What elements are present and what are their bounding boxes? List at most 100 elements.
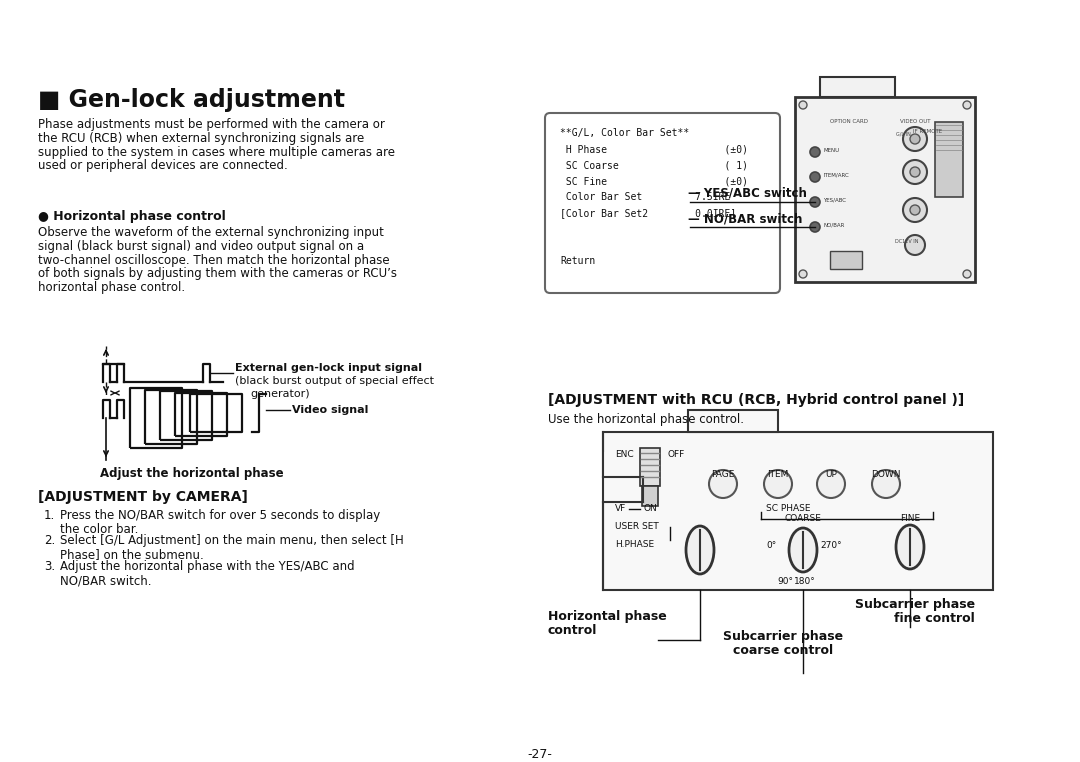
Text: 2.: 2. <box>44 534 55 547</box>
Text: generator): generator) <box>249 389 310 399</box>
Text: SC Fine                    (±0): SC Fine (±0) <box>561 176 748 186</box>
Text: 90°: 90° <box>777 577 793 586</box>
Bar <box>642 486 658 506</box>
Text: ● Horizontal phase control: ● Horizontal phase control <box>38 210 226 223</box>
Text: NO/BAR: NO/BAR <box>823 223 845 228</box>
Text: PAGE: PAGE <box>712 470 734 479</box>
Text: [ADJUSTMENT by CAMERA]: [ADJUSTMENT by CAMERA] <box>38 490 248 504</box>
Bar <box>831 251 862 269</box>
Text: Subcarrier phase: Subcarrier phase <box>723 630 843 643</box>
Text: Subcarrier phase: Subcarrier phase <box>855 598 975 611</box>
Circle shape <box>764 470 792 498</box>
Text: SC PHASE: SC PHASE <box>766 504 810 513</box>
Text: YES/ABC: YES/ABC <box>823 197 846 203</box>
Text: Press the NO/BAR switch for over 5 seconds to display: Press the NO/BAR switch for over 5 secon… <box>60 509 380 522</box>
Circle shape <box>799 101 807 109</box>
Text: NO/BAR switch.: NO/BAR switch. <box>60 574 151 587</box>
Circle shape <box>910 167 920 177</box>
Bar <box>688 410 778 432</box>
Text: the color bar.: the color bar. <box>60 523 138 536</box>
Text: Horizontal phase: Horizontal phase <box>548 610 666 623</box>
Text: FINE: FINE <box>900 514 920 523</box>
Text: ON: ON <box>643 504 657 513</box>
Text: the RCU (RCB) when external synchronizing signals are: the RCU (RCB) when external synchronizin… <box>38 132 364 145</box>
Ellipse shape <box>686 526 714 574</box>
Text: USER SET: USER SET <box>615 522 659 531</box>
Text: two-channel oscilloscope. Then match the horizontal phase: two-channel oscilloscope. Then match the… <box>38 254 390 267</box>
Circle shape <box>810 197 820 207</box>
Text: 180°: 180° <box>794 577 815 586</box>
Text: ITEM/ARC: ITEM/ARC <box>823 172 849 178</box>
Bar <box>935 122 963 197</box>
Text: -27-: -27- <box>527 748 553 761</box>
Text: UP: UP <box>825 470 837 479</box>
Text: Observe the waveform of the external synchronizing input: Observe the waveform of the external syn… <box>38 226 383 239</box>
Text: Use the horizontal phase control.: Use the horizontal phase control. <box>548 413 744 426</box>
Bar <box>603 432 993 590</box>
Circle shape <box>799 270 807 278</box>
Text: Adjust the horizontal phase: Adjust the horizontal phase <box>100 467 284 480</box>
Ellipse shape <box>789 528 816 572</box>
Text: IF REMOTE: IF REMOTE <box>913 129 942 134</box>
Text: Phase adjustments must be performed with the camera or: Phase adjustments must be performed with… <box>38 118 384 131</box>
Text: used or peripheral devices are connected.: used or peripheral devices are connected… <box>38 159 287 172</box>
Text: — YES/ABC switch: — YES/ABC switch <box>688 187 807 200</box>
Text: — NO/BAR switch: — NO/BAR switch <box>688 212 802 225</box>
FancyBboxPatch shape <box>545 113 780 293</box>
Text: External gen-lock input signal: External gen-lock input signal <box>235 363 422 373</box>
Text: ■ Gen-lock adjustment: ■ Gen-lock adjustment <box>38 88 345 112</box>
Text: OFF: OFF <box>667 450 685 459</box>
Text: MENU: MENU <box>823 148 839 152</box>
Circle shape <box>910 134 920 144</box>
Circle shape <box>708 470 737 498</box>
Bar <box>603 452 643 477</box>
Text: Phase] on the submenu.: Phase] on the submenu. <box>60 548 204 561</box>
Text: 3.: 3. <box>44 560 55 573</box>
Text: of both signals by adjusting them with the cameras or RCU’s: of both signals by adjusting them with t… <box>38 267 397 280</box>
Text: control: control <box>548 624 597 637</box>
Text: Video signal: Video signal <box>292 405 368 415</box>
Circle shape <box>903 127 927 151</box>
Circle shape <box>872 470 900 498</box>
Circle shape <box>810 172 820 182</box>
Circle shape <box>905 235 924 255</box>
Text: VIDEO OUT: VIDEO OUT <box>900 119 931 124</box>
Text: coarse control: coarse control <box>733 644 833 657</box>
Circle shape <box>963 270 971 278</box>
Bar <box>640 448 660 486</box>
Text: 1.: 1. <box>44 509 55 522</box>
Circle shape <box>903 160 927 184</box>
Text: signal (black burst signal) and video output signal on a: signal (black burst signal) and video ou… <box>38 240 364 253</box>
Text: H Phase                    (±0): H Phase (±0) <box>561 144 748 154</box>
Text: fine control: fine control <box>894 612 975 625</box>
Text: ENC: ENC <box>615 450 634 459</box>
Text: DC12V IN: DC12V IN <box>895 239 918 244</box>
Text: 270°: 270° <box>820 540 841 549</box>
Text: 0°: 0° <box>767 540 777 549</box>
Ellipse shape <box>896 525 924 569</box>
Text: Adjust the horizontal phase with the YES/ABC and: Adjust the horizontal phase with the YES… <box>60 560 354 573</box>
Text: [Color Bar Set2        0.0IRE]: [Color Bar Set2 0.0IRE] <box>561 208 737 218</box>
Text: VF: VF <box>615 504 626 513</box>
Text: supplied to the system in cases where multiple cameras are: supplied to the system in cases where mu… <box>38 146 395 158</box>
Text: OPTION CARD: OPTION CARD <box>831 119 868 124</box>
Circle shape <box>810 147 820 157</box>
Circle shape <box>963 101 971 109</box>
Text: (black burst output of special effect: (black burst output of special effect <box>235 376 434 386</box>
Text: DOWN: DOWN <box>872 470 901 479</box>
Text: SC Coarse                  ( 1): SC Coarse ( 1) <box>561 160 748 170</box>
Circle shape <box>910 205 920 215</box>
Circle shape <box>816 470 845 498</box>
Text: ITEM: ITEM <box>767 470 788 479</box>
Text: Color Bar Set         7.5IRE: Color Bar Set 7.5IRE <box>561 192 730 202</box>
Bar <box>820 77 895 97</box>
Circle shape <box>903 198 927 222</box>
Text: COARSE: COARSE <box>784 514 822 523</box>
Text: horizontal phase control.: horizontal phase control. <box>38 281 185 294</box>
Text: Select [G/L Adjustment] on the main menu, then select [H: Select [G/L Adjustment] on the main menu… <box>60 534 404 547</box>
Text: **G/L, Color Bar Set**: **G/L, Color Bar Set** <box>561 128 689 138</box>
Text: Return: Return <box>561 256 595 266</box>
Text: [ADJUSTMENT with RCU (RCB, Hybrid control panel )]: [ADJUSTMENT with RCU (RCB, Hybrid contro… <box>548 393 964 407</box>
Text: G/L IN: G/L IN <box>895 132 910 137</box>
Bar <box>795 97 975 282</box>
